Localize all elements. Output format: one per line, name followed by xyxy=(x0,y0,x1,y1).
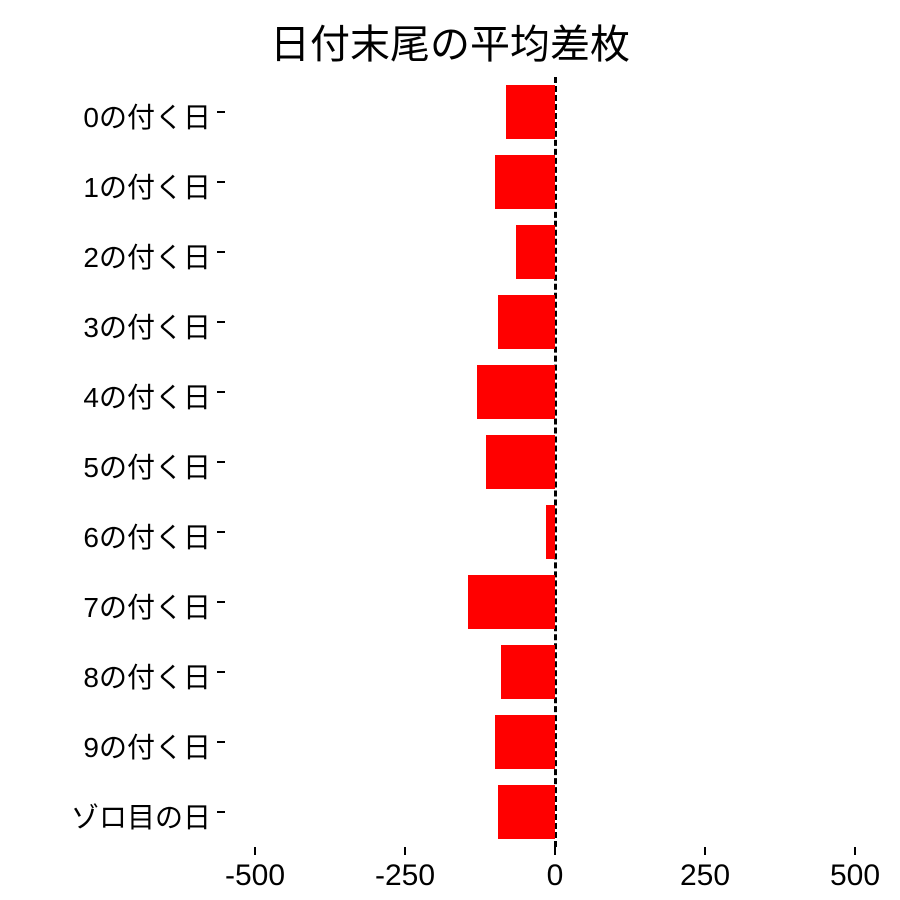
y-tick xyxy=(217,321,225,323)
x-tick xyxy=(854,847,856,855)
y-tick xyxy=(217,531,225,533)
bar xyxy=(498,785,555,840)
y-tick xyxy=(217,601,225,603)
chart-title: 日付末尾の平均差枚 xyxy=(0,12,900,70)
x-axis-label: 500 xyxy=(805,859,900,893)
x-tick xyxy=(704,847,706,855)
y-tick xyxy=(217,741,225,743)
y-tick xyxy=(217,461,225,463)
x-tick xyxy=(554,847,556,855)
y-axis-label: 1の付く日 xyxy=(83,166,211,206)
y-tick xyxy=(217,811,225,813)
y-axis-label: 2の付く日 xyxy=(83,236,211,276)
bar xyxy=(477,365,555,420)
bar xyxy=(495,715,555,770)
y-axis-label: 6の付く日 xyxy=(83,516,211,556)
y-axis-label: 3の付く日 xyxy=(83,306,211,346)
y-axis-label: 4の付く日 xyxy=(83,376,211,416)
y-axis-label: 7の付く日 xyxy=(83,586,211,626)
x-axis-label: -500 xyxy=(205,859,305,893)
x-axis-label: 0 xyxy=(505,859,605,893)
y-tick xyxy=(217,391,225,393)
x-axis-label: 250 xyxy=(655,859,755,893)
bar xyxy=(498,295,555,350)
y-axis-label: 0の付く日 xyxy=(83,96,211,136)
bar xyxy=(501,645,555,700)
y-tick xyxy=(217,251,225,253)
y-axis-label: ゾロ目の日 xyxy=(71,796,211,836)
y-tick xyxy=(217,671,225,673)
x-tick xyxy=(404,847,406,855)
bar xyxy=(506,85,555,140)
bar xyxy=(495,155,555,210)
bar xyxy=(546,505,555,560)
y-tick xyxy=(217,111,225,113)
bar xyxy=(486,435,555,490)
y-axis-label: 5の付く日 xyxy=(83,446,211,486)
x-axis-label: -250 xyxy=(355,859,455,893)
bar xyxy=(468,575,555,630)
bar xyxy=(516,225,555,280)
y-axis-label: 8の付く日 xyxy=(83,656,211,696)
plot-area xyxy=(225,77,885,847)
y-tick xyxy=(217,181,225,183)
x-tick xyxy=(254,847,256,855)
y-axis-label: 9の付く日 xyxy=(83,726,211,766)
